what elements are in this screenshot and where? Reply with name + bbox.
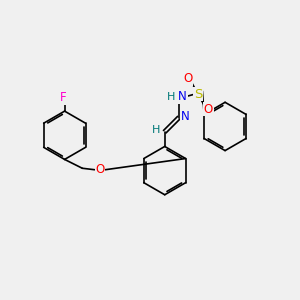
Text: O: O [183, 72, 192, 85]
Text: N: N [178, 90, 187, 103]
Text: H: H [152, 125, 160, 135]
Text: F: F [60, 92, 67, 104]
Text: N: N [181, 110, 190, 123]
Text: H: H [167, 92, 175, 102]
Text: O: O [95, 163, 105, 176]
Text: O: O [204, 103, 213, 116]
Text: S: S [194, 88, 202, 100]
